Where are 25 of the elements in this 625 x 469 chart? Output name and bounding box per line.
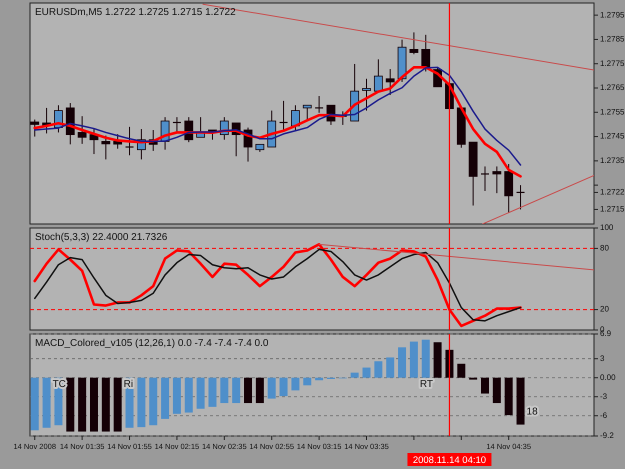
y-tick-label: 100 xyxy=(600,223,614,232)
annotation: Ri xyxy=(124,379,134,390)
y-tick-label: 1.2735 xyxy=(600,156,625,165)
y-tick-label: 1.2765 xyxy=(600,83,625,92)
y-tick-label: 0.00 xyxy=(600,372,616,382)
annotation: 18 xyxy=(526,406,538,418)
y-tick-label: -3 xyxy=(600,392,608,401)
chart-title: MACD_Colored_v105 (12,26,1) 0.0 -7.4 -7.4 -7.4 0.0 xyxy=(35,338,269,349)
chart-title: EURUSDm,M5 1.2722 1.2725 1.2715 1.2722 xyxy=(35,7,236,18)
y-tick-label: 1.2785 xyxy=(600,34,625,44)
y-tick-label: 20 xyxy=(600,304,610,314)
annotation: TC xyxy=(52,379,66,390)
y-tick-label: 1.2795 xyxy=(600,10,625,20)
y-tick-label: 1.2755 xyxy=(600,107,625,116)
annotation: RT xyxy=(420,379,434,390)
y-tick-label: 80 xyxy=(600,244,610,253)
y-tick-label: 3 xyxy=(600,354,605,363)
ref-line-label: 2008.11.14 04:10 xyxy=(412,455,486,466)
y-tick-label: 1.2775 xyxy=(600,58,625,68)
chart-title: Stoch(5,3,3) 22.4000 21.7326 xyxy=(35,232,168,243)
y-tick-label: 1.2745 xyxy=(600,132,625,141)
y-tick-label: 1.2715 xyxy=(600,204,625,214)
y-tick-label: 1.2722 xyxy=(600,188,625,197)
y-tick-label: -6 xyxy=(600,410,608,420)
y-tick-label: -9.2 xyxy=(600,431,614,440)
